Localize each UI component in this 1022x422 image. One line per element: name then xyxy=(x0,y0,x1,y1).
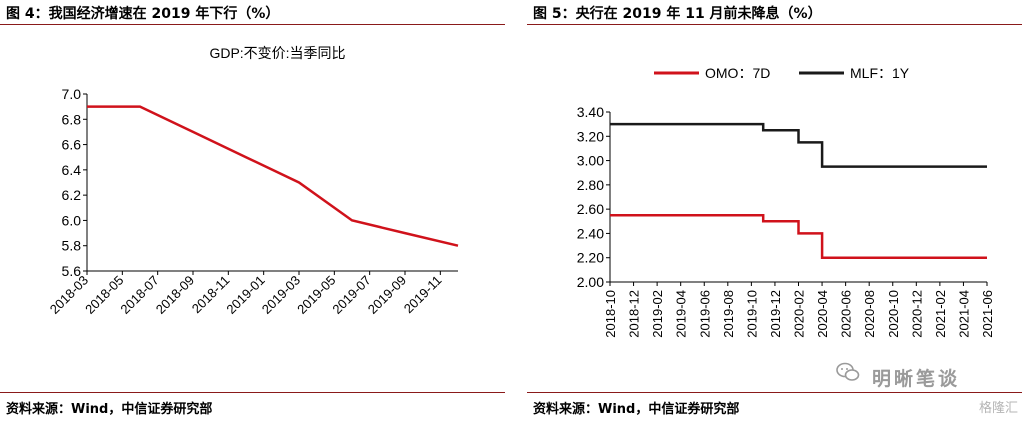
mlf-series-line xyxy=(610,122,987,168)
legend-label: MLF：1Y xyxy=(850,65,910,81)
x-tick-label: 2019-05 xyxy=(294,273,338,317)
gdp-series-line xyxy=(87,105,459,247)
watermark-text: 明晰笔谈 xyxy=(871,368,960,390)
x-tick-label: 2019-02 xyxy=(650,290,665,338)
x-tick-label: 2018-12 xyxy=(627,290,642,338)
x-tick-label: 2019-11 xyxy=(401,273,445,317)
x-tick-label: 2018-03 xyxy=(47,273,91,317)
chart-title: GDP:不变价:当季同比 xyxy=(209,45,345,61)
x-tick-label: 2020-12 xyxy=(909,290,924,338)
y-tick-label: 6.2 xyxy=(62,187,82,203)
x-tick-label: 2019-08 xyxy=(721,290,736,338)
figure-5-title: 图 5：央行在 2019 年 11 月前未降息（%） xyxy=(533,6,822,22)
gdp-line-chart: GDP:不变价:当季同比 5.6 5.8 6.0 6.2 6.4 6.6 6.8 7.0 2018… xyxy=(47,45,459,317)
x-tick-label: 2020-04 xyxy=(815,290,830,338)
x-tick-label: 2020-08 xyxy=(862,290,877,338)
watermark-corner: 格隆汇 xyxy=(978,401,1018,416)
title-rule xyxy=(527,24,1022,25)
x-tick-label: 2020-02 xyxy=(792,290,807,338)
y-tick-label: 2.60 xyxy=(577,201,604,217)
y-tick-label: 3.20 xyxy=(577,128,604,144)
y-tick-label: 6.0 xyxy=(62,212,82,228)
x-tick-label: 2018-10 xyxy=(603,290,618,338)
policy-rate-step-chart: OMO：7D MLF：1Y 2.00 2.20 2.40 2.60 2.80 3.00 3.20… xyxy=(577,65,995,338)
y-tick-label: 3.00 xyxy=(577,153,604,169)
source-rule xyxy=(527,392,1022,393)
x-tick-label: 2018-09 xyxy=(153,273,197,317)
x-tick-label: 2021-04 xyxy=(956,290,971,338)
figure-4-panel: 图 4：我国经济增速在 2019 年下行（%） GDP:不变价:当季同比 5.6 5… xyxy=(0,0,505,422)
x-tick-label: 2019-12 xyxy=(768,290,783,338)
wechat-icon xyxy=(836,362,860,381)
y-tick-label: 6.6 xyxy=(62,137,82,153)
y-tick-label: 2.80 xyxy=(577,177,604,193)
y-tick-label: 2.00 xyxy=(577,274,604,290)
x-tick-label: 2021-06 xyxy=(980,290,995,338)
x-tick-label: 2019-03 xyxy=(259,273,303,317)
title-rule xyxy=(0,24,505,25)
omo-series-line xyxy=(610,213,987,259)
x-tick-label: 2019-09 xyxy=(365,273,409,317)
source-rule xyxy=(0,392,505,393)
x-tick-label: 2019-06 xyxy=(697,290,712,338)
x-tick-label: 2021-02 xyxy=(933,290,948,338)
x-tick-label: 2018-05 xyxy=(82,273,126,317)
y-tick-label: 6.8 xyxy=(62,111,82,127)
x-tick-label: 2020-10 xyxy=(886,290,901,338)
x-tick-label: 2019-07 xyxy=(329,273,373,317)
y-tick-label: 3.40 xyxy=(577,104,604,120)
figure-4-title: 图 4：我国经济增速在 2019 年下行（%） xyxy=(6,6,280,22)
x-tick-label: 2019-10 xyxy=(744,290,759,338)
y-tick-label: 5.6 xyxy=(62,263,82,279)
x-tick-label: 2019-01 xyxy=(223,273,267,317)
x-tick-label: 2018-07 xyxy=(117,273,161,317)
x-tick-label: 2019-04 xyxy=(674,290,689,338)
figure-5-source: 资料来源：Wind，中信证券研究部 xyxy=(533,402,740,417)
y-tick-label: 6.4 xyxy=(62,162,82,178)
y-tick-label: 2.20 xyxy=(577,250,604,266)
y-tick-label: 7.0 xyxy=(62,86,82,102)
y-tick-label: 5.8 xyxy=(62,238,82,254)
figure-4-source: 资料来源：Wind，中信证券研究部 xyxy=(6,402,213,417)
x-tick-label: 2020-06 xyxy=(839,290,854,338)
figure-5-panel: 图 5：央行在 2019 年 11 月前未降息（%） OMO：7D MLF：1Y 2… xyxy=(527,0,1022,422)
legend-label: OMO：7D xyxy=(705,65,770,81)
y-tick-label: 2.40 xyxy=(577,225,604,241)
